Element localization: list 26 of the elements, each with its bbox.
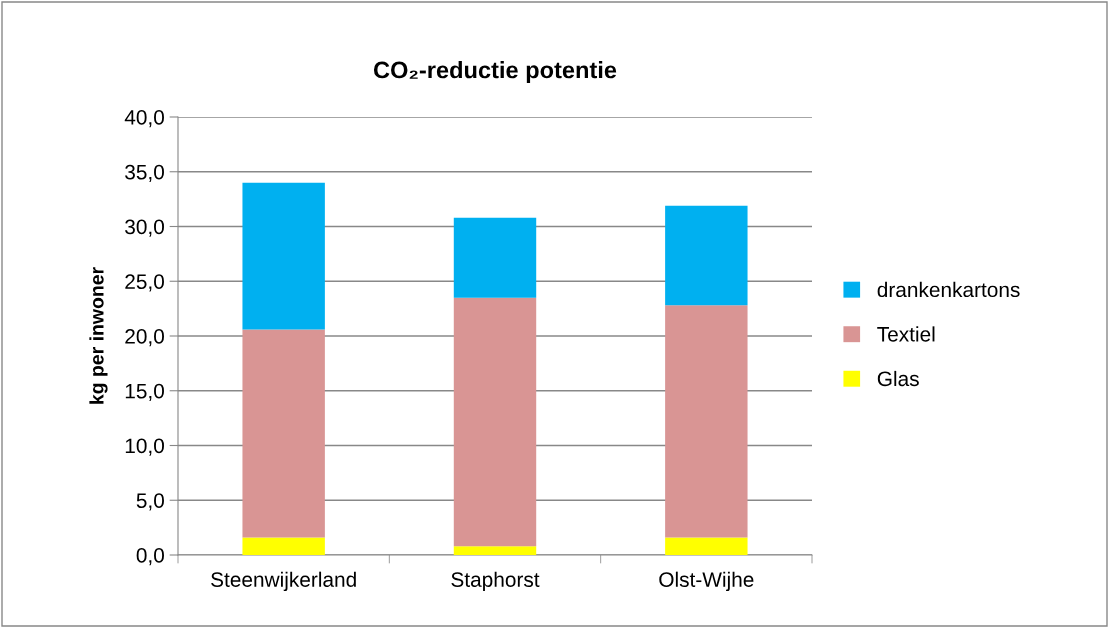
y-tick-label: 10,0 [125,438,164,456]
x-tick-label: Olst-Wijhe [659,571,754,592]
y-tick-label: 30,0 [125,219,164,237]
bar [665,305,748,538]
y-tick-label: 0,0 [136,548,164,566]
bar [242,329,325,538]
legend-label: Glas [877,370,919,387]
y-tick-label: 5,0 [136,493,164,511]
y-tick-label: 15,0 [125,383,164,401]
chart-title: CO₂-reductie potentie [373,61,617,84]
x-tick-label: Steenwijkerland [211,571,356,592]
bar [453,217,537,298]
bar [242,537,325,555]
bar [665,537,748,555]
legend-label: Textiel [877,326,935,342]
bar [453,546,537,555]
x-tick-label: Staphorst [451,571,540,592]
bar [665,205,748,306]
y-tick-label: 25,0 [125,274,164,292]
legend-label: drankenkartons [877,281,1020,298]
y-tick-label: 35,0 [125,164,164,182]
y-tick-label: 20,0 [125,329,164,347]
bar [242,182,325,330]
y-tick-label: 40,0 [124,110,164,128]
y-axis-title: kg per inwoner [89,267,108,404]
bar [453,297,537,547]
